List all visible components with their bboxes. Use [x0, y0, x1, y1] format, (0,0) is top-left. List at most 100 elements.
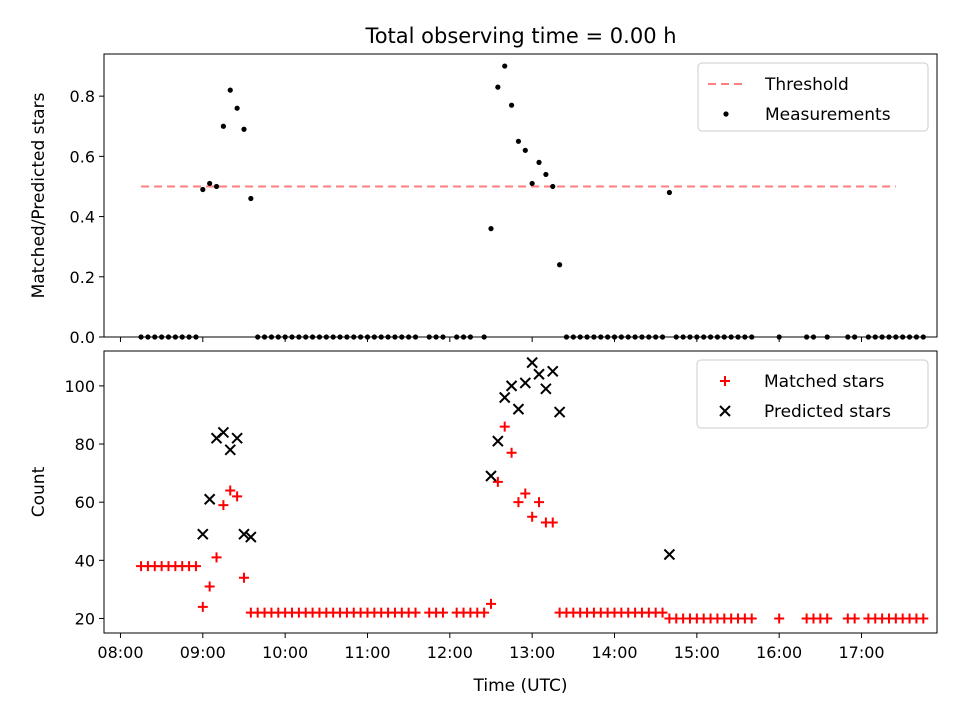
- data-point: [822, 613, 833, 624]
- data-point: [330, 334, 336, 340]
- data-point: [218, 500, 229, 511]
- data-point: [900, 334, 906, 340]
- data-point: [598, 334, 604, 340]
- data-point: [913, 334, 920, 340]
- data-point: [714, 334, 721, 340]
- data-point: [513, 497, 524, 508]
- data-point: [495, 84, 501, 90]
- data-point: [255, 334, 261, 340]
- data-point: [879, 334, 885, 340]
- data-point: [197, 528, 209, 540]
- series-matched-stars: [136, 421, 929, 624]
- data-point: [673, 334, 679, 340]
- data-point: [547, 517, 558, 528]
- data-point: [584, 334, 590, 340]
- data-point: [570, 334, 576, 340]
- data-point: [460, 334, 467, 340]
- data-point: [275, 334, 281, 340]
- top-ytick-label: 0.6: [70, 147, 95, 166]
- data-point: [197, 601, 208, 612]
- legend-predicted-swatch: [719, 405, 731, 417]
- data-point: [344, 334, 350, 340]
- data-point: [488, 226, 494, 232]
- data-point: [224, 444, 236, 456]
- data-point: [316, 334, 323, 340]
- data-point: [701, 334, 707, 340]
- data-point: [433, 334, 439, 340]
- data-point: [282, 334, 288, 340]
- data-point: [749, 334, 755, 340]
- data-point: [865, 334, 871, 340]
- data-point: [512, 403, 525, 415]
- data-point: [735, 334, 741, 340]
- data-point: [625, 334, 631, 340]
- data-point: [454, 334, 460, 340]
- data-point: [492, 435, 504, 447]
- data-point: [611, 334, 618, 340]
- data-point: [412, 334, 419, 340]
- data-point: [663, 548, 676, 561]
- data-point: [248, 195, 254, 202]
- data-point: [261, 334, 268, 340]
- xtick-label: 16:00: [756, 643, 802, 662]
- data-point: [467, 334, 474, 340]
- data-point: [204, 581, 215, 592]
- data-point: [852, 334, 858, 340]
- bottom-ytick-label: 20: [75, 609, 95, 628]
- data-point: [410, 607, 421, 618]
- data-point: [515, 138, 522, 144]
- data-point: [217, 426, 230, 439]
- data-point: [492, 476, 503, 487]
- data-point: [543, 171, 549, 178]
- top-ytick-label: 0.2: [70, 268, 95, 287]
- xlabel: Time (UTC): [473, 676, 568, 696]
- chart-title: Total observing time = 0.00 h: [364, 24, 676, 48]
- data-point: [479, 607, 490, 618]
- data-point: [639, 334, 645, 340]
- data-point: [529, 180, 535, 187]
- data-point: [605, 334, 611, 340]
- data-point: [245, 531, 257, 543]
- data-point: [506, 447, 517, 458]
- data-point: [238, 528, 250, 540]
- bottom-ylabel: Count: [29, 466, 49, 517]
- data-point: [193, 334, 199, 340]
- xtick-label: 10:00: [262, 643, 308, 662]
- legend-matched-swatch: [720, 376, 730, 386]
- data-point: [553, 406, 566, 418]
- data-point: [289, 334, 295, 340]
- data-point: [920, 334, 926, 340]
- data-point: [774, 613, 785, 624]
- data-point: [707, 334, 714, 340]
- data-point: [526, 356, 538, 369]
- data-point: [659, 334, 666, 340]
- data-point: [906, 334, 913, 340]
- data-point: [533, 368, 545, 380]
- top-ytick-label: 0.4: [70, 208, 95, 227]
- data-point: [728, 334, 734, 340]
- data-point: [918, 613, 929, 624]
- legend-label: Threshold: [764, 75, 849, 95]
- data-point: [145, 334, 151, 340]
- data-point: [540, 383, 552, 395]
- data-point: [520, 488, 531, 499]
- data-point: [536, 159, 542, 165]
- bottom-panel: 20 40 60 80 100 08:00 09:00 10:00 11:00 12:00 13:0…: [29, 350, 938, 696]
- data-point: [227, 87, 233, 93]
- data-point: [849, 613, 860, 624]
- data-point: [721, 334, 727, 340]
- data-point: [165, 334, 172, 340]
- data-point: [241, 126, 247, 132]
- top-ytick-label: 0.8: [70, 87, 95, 106]
- data-point: [505, 380, 518, 392]
- data-point: [687, 334, 693, 340]
- data-point: [213, 183, 220, 190]
- data-point: [657, 607, 668, 618]
- bottom-legend: Matched stars Predicted stars: [696, 359, 929, 429]
- data-point: [481, 334, 487, 340]
- data-point: [138, 334, 144, 340]
- bottom-ytick-label: 80: [75, 435, 95, 454]
- data-point: [268, 334, 275, 340]
- data-point: [591, 334, 597, 340]
